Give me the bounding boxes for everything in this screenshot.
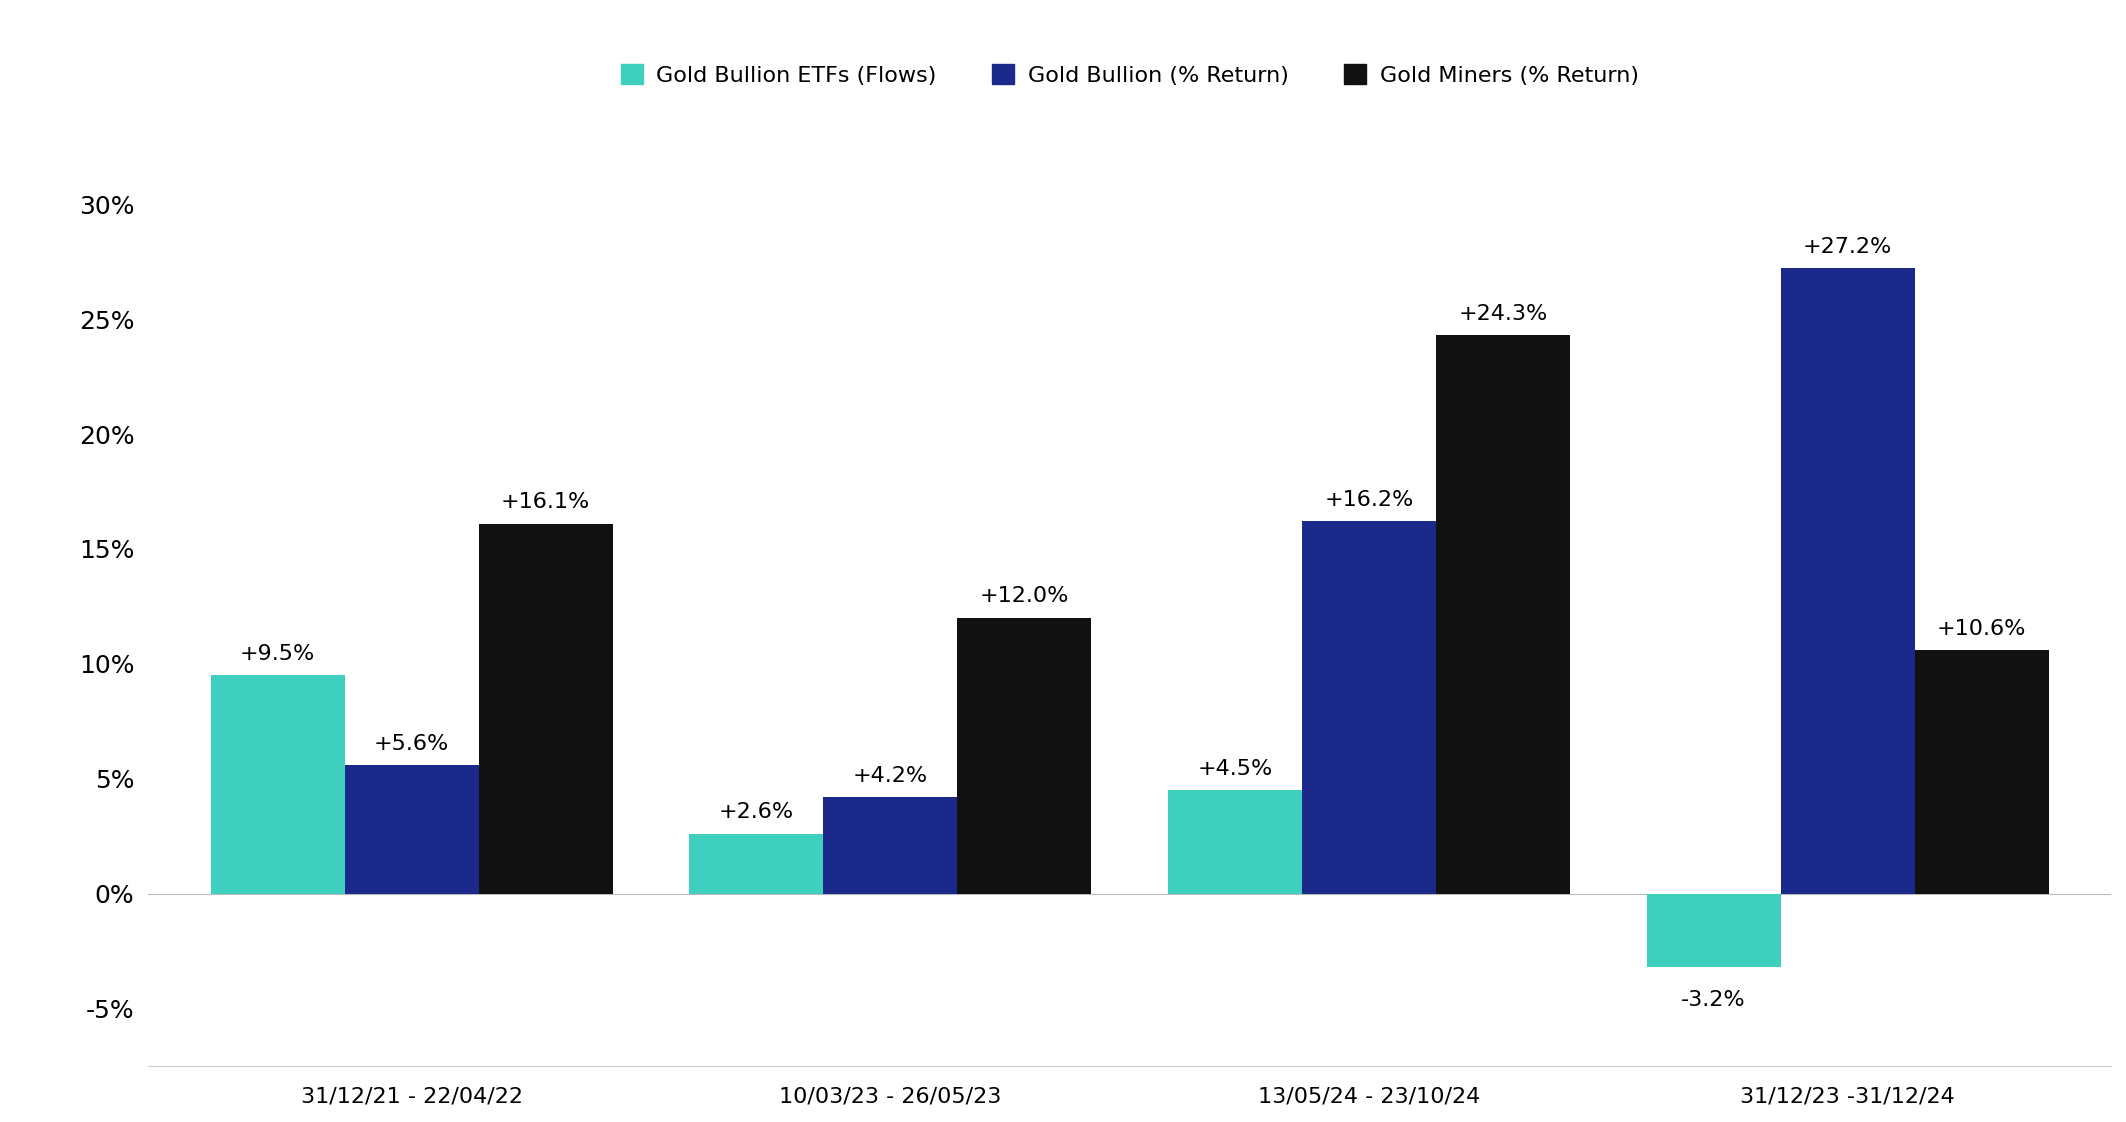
Text: +4.5%: +4.5% <box>1197 758 1273 779</box>
Text: +16.2%: +16.2% <box>1324 490 1414 509</box>
Bar <box>823 798 957 894</box>
Bar <box>1782 268 1916 894</box>
Bar <box>1301 522 1435 894</box>
Bar <box>1435 335 1571 894</box>
Text: +16.1%: +16.1% <box>502 493 591 512</box>
Bar <box>478 524 612 894</box>
Text: +10.6%: +10.6% <box>1937 618 2026 638</box>
Bar <box>1648 894 1782 967</box>
Text: +24.3%: +24.3% <box>1458 304 1548 323</box>
Bar <box>344 765 478 894</box>
Text: +2.6%: +2.6% <box>719 802 793 822</box>
Text: -3.2%: -3.2% <box>1682 991 1745 1010</box>
Text: +9.5%: +9.5% <box>240 644 315 664</box>
Text: +12.0%: +12.0% <box>980 587 1069 606</box>
Bar <box>1916 650 2049 894</box>
Legend: Gold Bullion ETFs (Flows), Gold Bullion (% Return), Gold Miners (% Return): Gold Bullion ETFs (Flows), Gold Bullion … <box>610 53 1650 96</box>
Bar <box>689 834 823 894</box>
Text: +27.2%: +27.2% <box>1803 237 1892 257</box>
Bar <box>957 618 1091 894</box>
Bar <box>210 675 344 894</box>
Text: +4.2%: +4.2% <box>853 765 927 785</box>
Bar <box>1167 790 1301 894</box>
Text: +5.6%: +5.6% <box>374 734 449 754</box>
